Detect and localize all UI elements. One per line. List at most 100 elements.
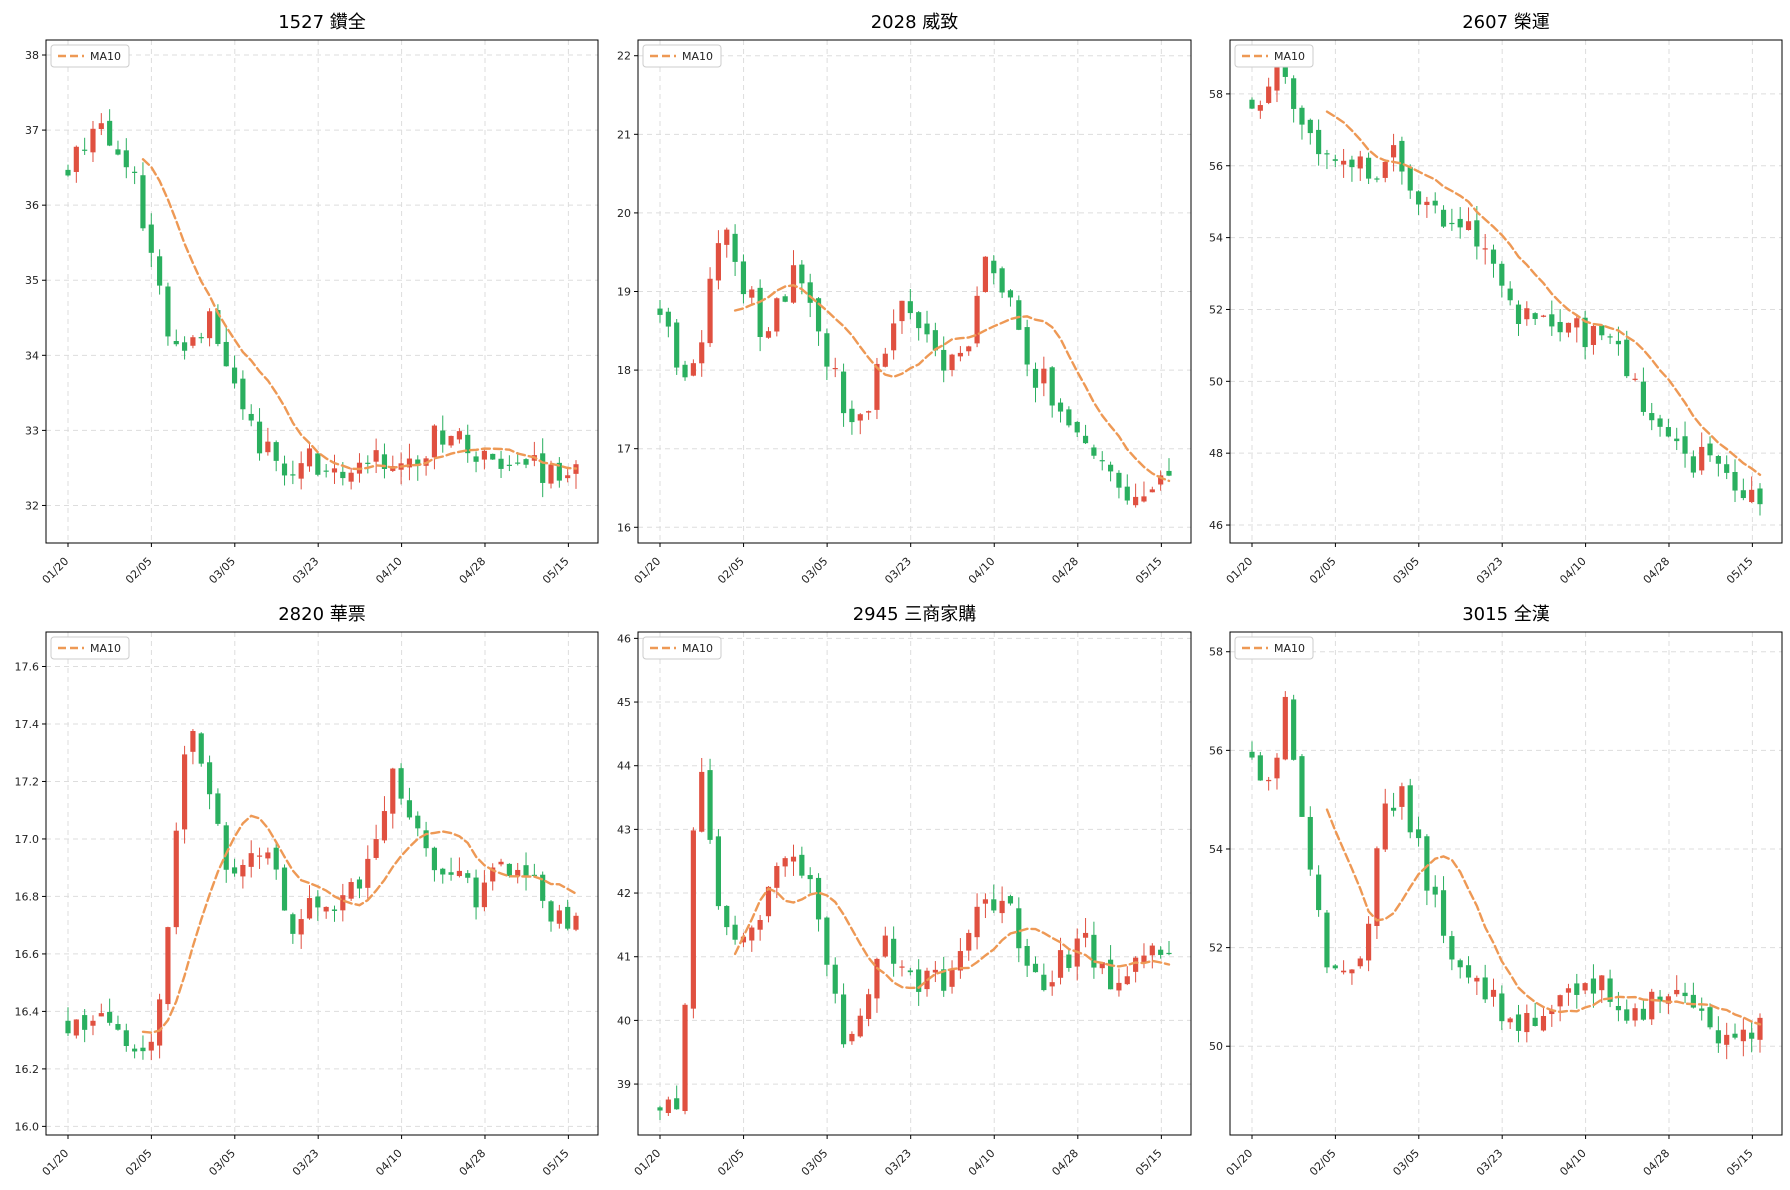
y-tick-label: 58 [1209,88,1223,101]
candle-body [498,458,504,469]
candle-body [1141,955,1147,962]
candle-body [182,342,188,351]
candle-body [1749,489,1755,503]
candle-body [1565,322,1572,333]
candle-body [832,368,838,370]
y-tick-label: 16.0 [15,1120,40,1133]
y-tick-label: 54 [1209,843,1223,856]
candle-body [1382,803,1388,850]
chart-title: 1527 鑽全 [278,12,366,33]
candle-body [107,1011,113,1023]
candle-body [1341,160,1347,165]
candle-body [431,847,438,871]
x-tick-label: 01/20 [1224,1147,1256,1179]
x-tick-label: 05/15 [1133,555,1165,587]
candle-body [65,1020,71,1034]
candle-body [65,169,71,176]
candle-body [423,830,429,849]
y-tick-label: 50 [1209,1040,1223,1053]
candle-body [1366,157,1372,179]
candle-body [749,289,755,298]
candle-body [1007,290,1014,298]
candle-body [932,330,938,351]
candle-body [1049,982,1055,987]
candle-body [1158,949,1164,955]
candle-body [1615,340,1622,345]
x-tick-label: 04/10 [1557,555,1589,587]
candle-body [1324,153,1330,155]
candle-body [506,863,512,877]
candle-body [1440,209,1447,227]
candle-body [565,475,571,479]
candle-body [1515,1014,1522,1031]
candle-body [1399,786,1405,807]
candle-body [707,770,713,840]
candle-body [481,882,487,908]
y-tick-label: 54 [1209,232,1223,245]
candle-body [1282,696,1288,760]
y-tick-label: 32 [25,499,39,512]
candle-body [966,932,972,951]
candle-body [306,448,313,467]
y-tick-label: 33 [25,424,39,437]
y-tick-label: 36 [25,199,39,212]
candle-body [1357,958,1363,967]
candle-body [1557,321,1563,333]
y-tick-label: 17 [617,443,631,456]
candle-body [1307,119,1313,134]
x-tick-label: 03/23 [290,1147,322,1179]
candle-body [265,852,271,859]
candle-body [824,333,830,367]
candle-body [924,323,930,335]
candle-body [1699,446,1705,471]
candle-body [782,296,788,302]
candle-body [1249,99,1255,109]
candle-body [732,233,738,262]
chart-panel-5: 2945 三商家購 39 40 41 42 43 44 45 46 01/20 02/05 03/05… [617,604,1192,1178]
candle-body [1640,381,1646,412]
candle-body [256,855,263,857]
candle-body [1699,1008,1705,1011]
candle-body [373,839,379,858]
candle-body [132,1048,138,1052]
candle-body [1682,436,1688,454]
candle-body [115,1024,121,1030]
candle-body [1166,952,1172,955]
candle-body [815,877,822,920]
y-tick-label: 46 [1209,519,1223,532]
candle-body [281,867,288,911]
candle-body [398,768,404,799]
candle-body [1332,159,1338,161]
candle-body [1374,848,1380,926]
candle-body [999,268,1005,293]
plot-frame [637,39,1192,544]
legend-label: MA10 [90,642,121,655]
candle-body [98,1013,104,1017]
candle-body [1707,443,1713,456]
candle-body [448,435,454,446]
candle-body [515,462,521,464]
chart-title: 2945 三商家購 [853,604,977,625]
candle-body [1116,982,1122,991]
candle-body [381,454,388,469]
candle-body [857,414,863,421]
candle-body [941,349,947,371]
candle-body [1057,950,1064,978]
candle-body [573,915,579,930]
candle-body [473,456,479,462]
candle-body [732,924,738,940]
candle-body [1582,317,1588,348]
candle-body [1482,248,1488,250]
candle-body [1057,402,1064,412]
candle-body [724,905,730,928]
candle-body [674,1098,680,1110]
y-tick-label: 16.2 [15,1063,40,1076]
candle-body [682,364,688,378]
candle-body [1499,263,1505,286]
x-tick-label: 02/05 [715,555,747,587]
candle-body [431,425,438,458]
candle-body [506,464,512,466]
candle-body [290,474,296,476]
candle-body [331,909,338,911]
candle-body [1599,975,1605,991]
